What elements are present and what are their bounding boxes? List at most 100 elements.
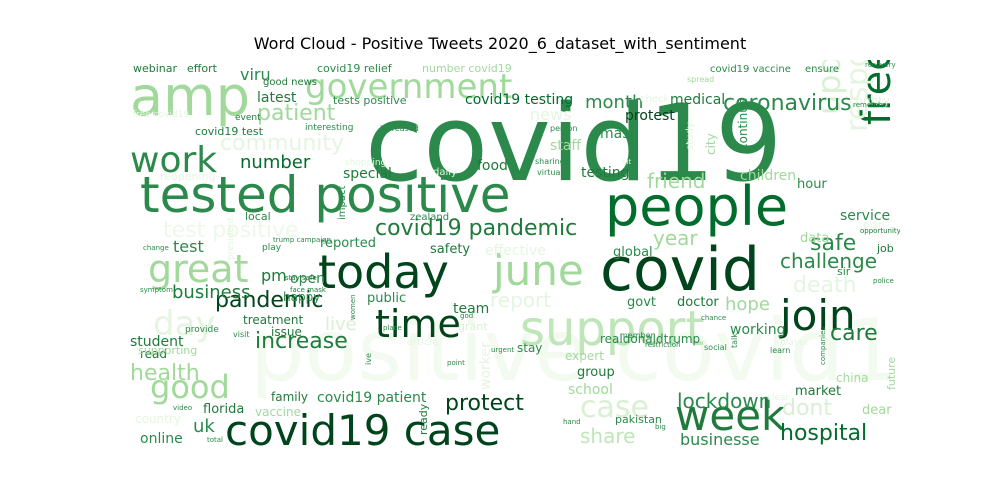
word-tested-positive: tested positive	[140, 166, 511, 224]
word-team: team	[453, 301, 489, 317]
word-increase: increase	[255, 329, 348, 354]
word-place: place	[383, 324, 402, 332]
word-people: people	[605, 175, 788, 238]
word-safety: safety	[430, 242, 470, 257]
word-coronavirus: coronavirus	[723, 91, 852, 116]
word-treatment: treatment	[243, 313, 303, 327]
word-good-news: good news	[263, 77, 317, 88]
chart-title: Word Cloud - Positive Tweets 2020_6_data…	[253, 34, 747, 53]
word-data: data	[800, 231, 829, 246]
word-update: update	[810, 60, 848, 115]
word-article: article	[407, 337, 438, 348]
word-issue: issue	[271, 325, 302, 339]
word-working: working	[730, 322, 786, 338]
word-free: free	[854, 60, 900, 125]
word-group: group	[577, 365, 615, 380]
word-covid19-case: covid19 case	[225, 406, 500, 455]
word-continue: continue	[736, 98, 750, 150]
word-special: special	[343, 166, 392, 182]
word-online: online	[140, 431, 183, 447]
word-market: market	[795, 384, 841, 399]
word-challenge: challenge	[780, 249, 877, 273]
word-supporting: supporting	[138, 344, 197, 357]
word-protect: protect	[445, 391, 524, 416]
word-change: change	[143, 244, 169, 252]
word-urgent: urgent	[491, 346, 514, 354]
word-testing: testing	[581, 165, 630, 181]
word-person: person	[550, 124, 577, 133]
word-impact: impact	[337, 186, 348, 220]
word-pm: pm	[261, 266, 287, 285]
word-test: test	[173, 237, 204, 256]
word-businesse: businesse	[680, 430, 760, 449]
word-hit: hit	[622, 158, 631, 166]
word-join: join	[779, 291, 856, 340]
word-president: president	[226, 217, 236, 260]
word-cloud: positive covid19 covid19 covid people tested…	[125, 60, 900, 455]
word-dont: dont	[782, 396, 832, 421]
word-visit: visit	[233, 330, 249, 339]
word-health: health	[130, 361, 200, 386]
word-school: school	[568, 382, 613, 398]
word-latest: latest	[257, 90, 297, 106]
word-video: video	[173, 404, 192, 412]
word-staff: staff	[550, 138, 581, 154]
word-month: month	[585, 92, 643, 113]
word-opportunity: opportunity	[860, 227, 900, 235]
word-restriction: restriction	[645, 341, 681, 349]
word-florida: florida	[203, 402, 244, 417]
word-country: country	[135, 412, 181, 426]
word-ensure: ensure	[805, 64, 839, 75]
word-job: job	[876, 242, 894, 255]
word-read: read	[140, 347, 167, 361]
word-interesting: interesting	[305, 123, 353, 133]
word-june: june	[492, 246, 584, 295]
word-reported: reported	[320, 236, 376, 251]
word-live: live	[325, 314, 357, 335]
word-zealand: zealand	[410, 212, 449, 223]
word-food: food	[477, 158, 508, 174]
word-mask: mask	[600, 126, 639, 142]
word-face-mask: face mask	[290, 286, 327, 294]
word-children: children	[740, 168, 796, 184]
word-student: student	[130, 334, 184, 350]
word-grant: grant	[458, 320, 488, 333]
word-care: care	[830, 321, 878, 346]
word-clear: clear	[767, 393, 790, 403]
word-viru: viru	[240, 65, 271, 84]
word-realdonaldtrump: realdonaldtrump	[600, 332, 700, 346]
word-reopening: reopening	[160, 170, 216, 183]
word-covid19-relief: covid19 relief	[317, 62, 393, 75]
word-sharing: sharing	[535, 157, 565, 166]
word-service: service	[840, 208, 890, 224]
word-vaccine: vaccine	[255, 405, 301, 419]
word-police: police	[873, 277, 894, 285]
word-increased: increased	[380, 124, 419, 133]
word-pakistan: pakistan	[615, 413, 662, 426]
word-work: work	[130, 140, 217, 181]
word-covid19-vaccine: covid19 vaccine	[710, 64, 791, 75]
word-stay: stay	[517, 341, 542, 355]
word-trump-campaign: trump campaign	[273, 236, 331, 244]
word-player: player	[780, 338, 809, 348]
word-point: point	[447, 359, 465, 367]
word-report: report	[490, 288, 551, 312]
word-open: open	[290, 271, 325, 287]
word-hope: hope	[725, 294, 770, 315]
word-provide: provide	[185, 325, 219, 335]
word-pandemic: pandemic	[215, 288, 324, 313]
word-hand: hand	[563, 418, 581, 426]
word-effort: effort	[187, 62, 218, 75]
word-government: government	[305, 67, 512, 107]
word-community: community	[220, 131, 344, 156]
word-family: family	[271, 390, 308, 404]
word-hour: hour	[797, 177, 827, 192]
word-symptom: symptom	[140, 286, 173, 294]
word-today: today	[318, 245, 449, 299]
word-remember: remember	[853, 101, 890, 109]
word-covid19-patient: covid19 patient	[317, 390, 427, 406]
word-webinar: webinar	[133, 62, 178, 75]
word-support: support	[520, 301, 704, 357]
word-china: china	[836, 371, 869, 385]
word-medical: medical	[670, 92, 725, 108]
